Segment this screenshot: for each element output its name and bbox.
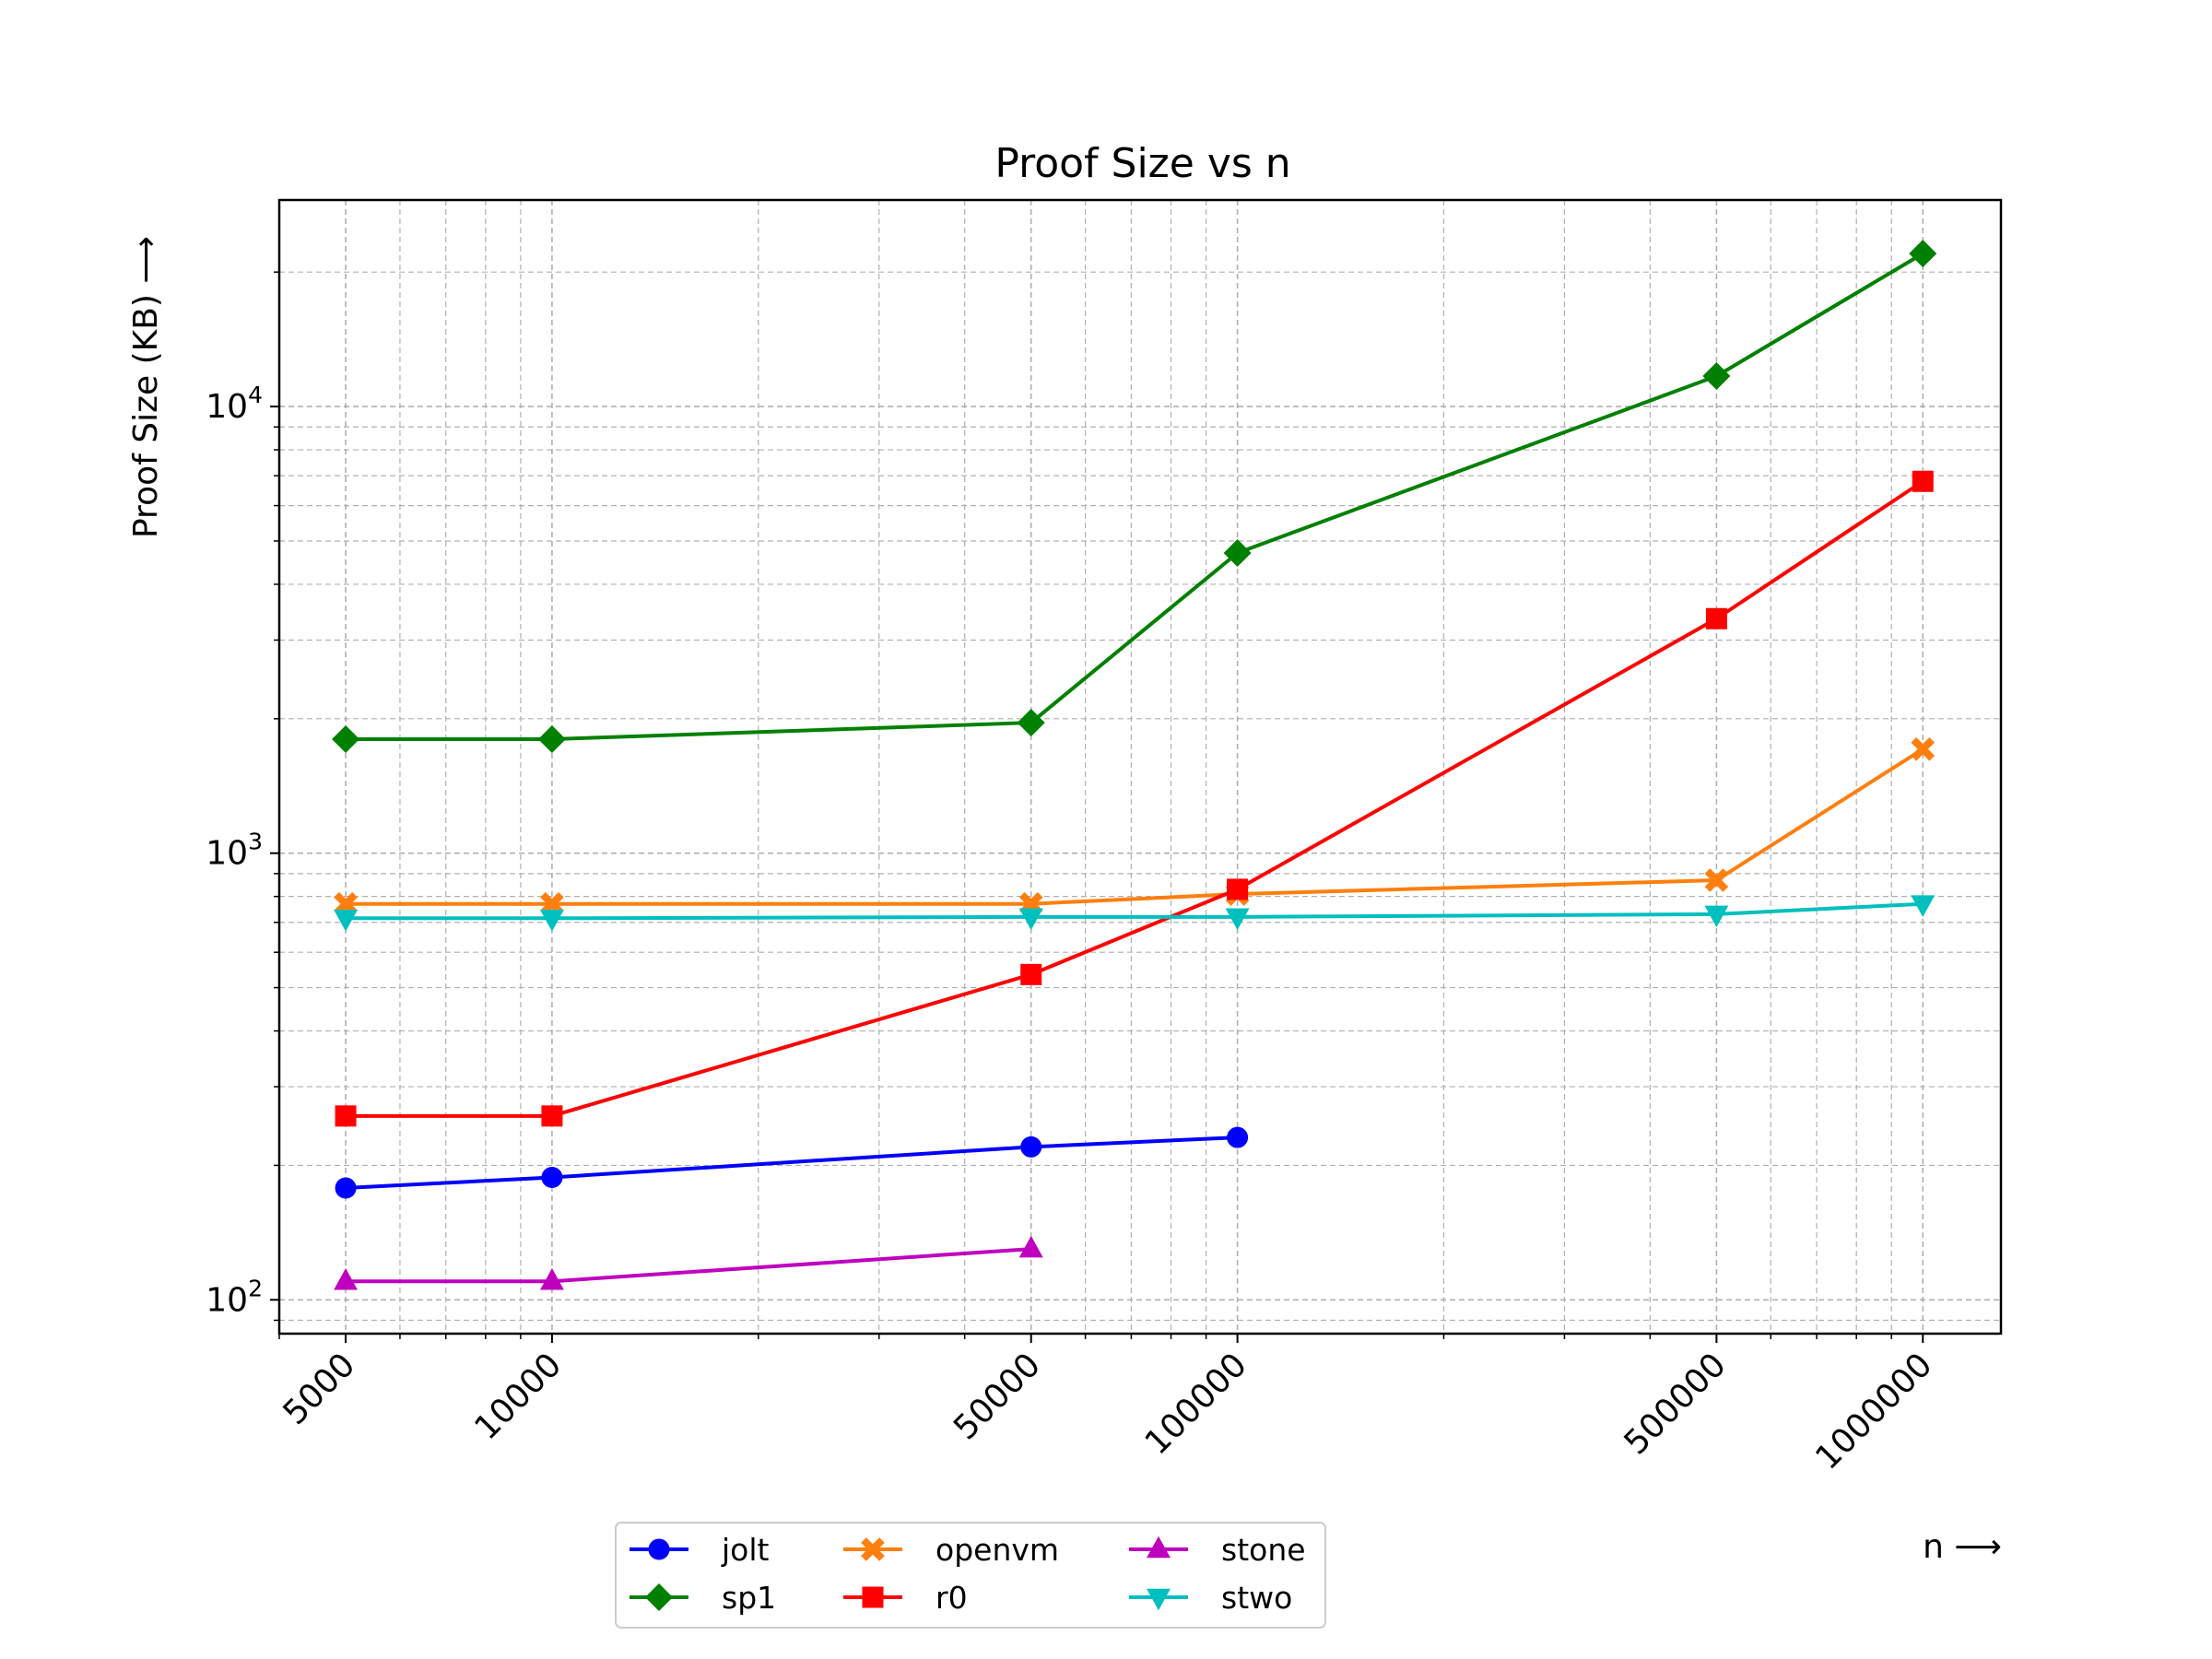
series-line-r0 <box>346 479 1924 1118</box>
data-point-stone <box>334 1268 359 1290</box>
legend-item-jolt: jolt <box>629 1532 770 1568</box>
data-point-sp1 <box>1017 709 1045 737</box>
series-sp1 <box>332 240 1937 753</box>
legend-item-stone: stone <box>1129 1532 1306 1568</box>
series-r0 <box>335 470 1934 1127</box>
series-stwo <box>334 895 1936 932</box>
x-tick-label: 50000 <box>947 1346 1048 1447</box>
data-point-sp1 <box>1223 538 1252 567</box>
data-point-openvm <box>1911 736 1936 761</box>
data-point-r0 <box>335 1105 357 1127</box>
legend-label: sp1 <box>722 1580 776 1616</box>
legend-marker <box>644 1583 674 1612</box>
data-point-sp1 <box>1909 240 1937 268</box>
legend-item-openvm: openvm <box>843 1532 1059 1568</box>
series-line-stwo <box>346 901 1924 921</box>
legend-label: openvm <box>935 1532 1059 1568</box>
data-point-jolt <box>335 1177 357 1199</box>
legend-item-sp1: sp1 <box>629 1580 776 1616</box>
chart-title: Proof Size vs n <box>994 140 1290 187</box>
data-point-stone <box>1018 1235 1043 1258</box>
x-tick-label: 5000 <box>276 1346 363 1432</box>
series-openvm <box>334 736 1936 916</box>
legend-marker <box>1147 1535 1171 1559</box>
y-tick-label: 103 <box>206 829 263 873</box>
data-point-r0 <box>1020 963 1042 985</box>
data-point-openvm <box>1704 868 1729 892</box>
data-point-r0 <box>1227 878 1249 900</box>
data-point-stwo <box>334 909 359 932</box>
plot-frame <box>277 198 2003 1335</box>
legend: jolt sp1 openvm r0 stone stwo <box>615 1522 1326 1629</box>
x-tick-label: 1000000 <box>1808 1346 1939 1477</box>
data-point-stwo <box>539 909 564 932</box>
legend-item-stwo: stwo <box>1129 1580 1292 1616</box>
data-point-jolt <box>1020 1135 1042 1158</box>
legend-marker <box>861 1537 885 1561</box>
data-point-jolt <box>1227 1126 1249 1148</box>
series-layer <box>332 240 1937 1290</box>
x-tick-label: 10000 <box>467 1346 569 1447</box>
data-point-r0 <box>1912 470 1934 492</box>
series-stone <box>334 1235 1043 1290</box>
y-tick-label: 102 <box>206 1275 263 1319</box>
legend-label: stone <box>1221 1532 1306 1568</box>
series-line-sp1 <box>346 252 1924 741</box>
x-tick-label: 100000 <box>1138 1346 1254 1462</box>
data-point-jolt <box>541 1166 563 1188</box>
grid-layer <box>278 200 2001 1334</box>
data-point-stwo <box>1704 905 1729 928</box>
series-line-jolt <box>345 1135 1238 1190</box>
x-tick-label: 500000 <box>1618 1346 1734 1462</box>
series-line-openvm <box>346 747 1924 906</box>
x-axis-label: n ⟶ <box>1923 1528 2002 1566</box>
legend-label: r0 <box>935 1580 968 1616</box>
legend-item-r0: r0 <box>843 1580 968 1616</box>
data-point-r0 <box>1705 607 1727 629</box>
legend-label: jolt <box>721 1532 770 1568</box>
y-axis-label: Proof Size (KB) ⟶ <box>127 236 165 538</box>
data-point-stwo <box>1911 895 1936 917</box>
data-point-stwo <box>1225 908 1250 931</box>
data-point-stwo <box>1018 908 1043 931</box>
tick-layer: 5000 10000 50000 100000 500000 1000000 102 103 1… <box>206 271 1940 1477</box>
legend-marker <box>1147 1588 1171 1611</box>
data-point-r0 <box>541 1105 563 1127</box>
data-point-sp1 <box>1702 362 1731 391</box>
data-point-sp1 <box>332 724 360 753</box>
data-point-stone <box>539 1268 564 1290</box>
data-point-sp1 <box>537 724 566 753</box>
legend-marker <box>862 1586 884 1608</box>
y-tick-label: 104 <box>206 382 263 426</box>
series-line-stone <box>346 1247 1031 1284</box>
series-jolt <box>335 1126 1249 1199</box>
legend-label: stwo <box>1221 1580 1292 1616</box>
legend-marker <box>648 1538 670 1560</box>
